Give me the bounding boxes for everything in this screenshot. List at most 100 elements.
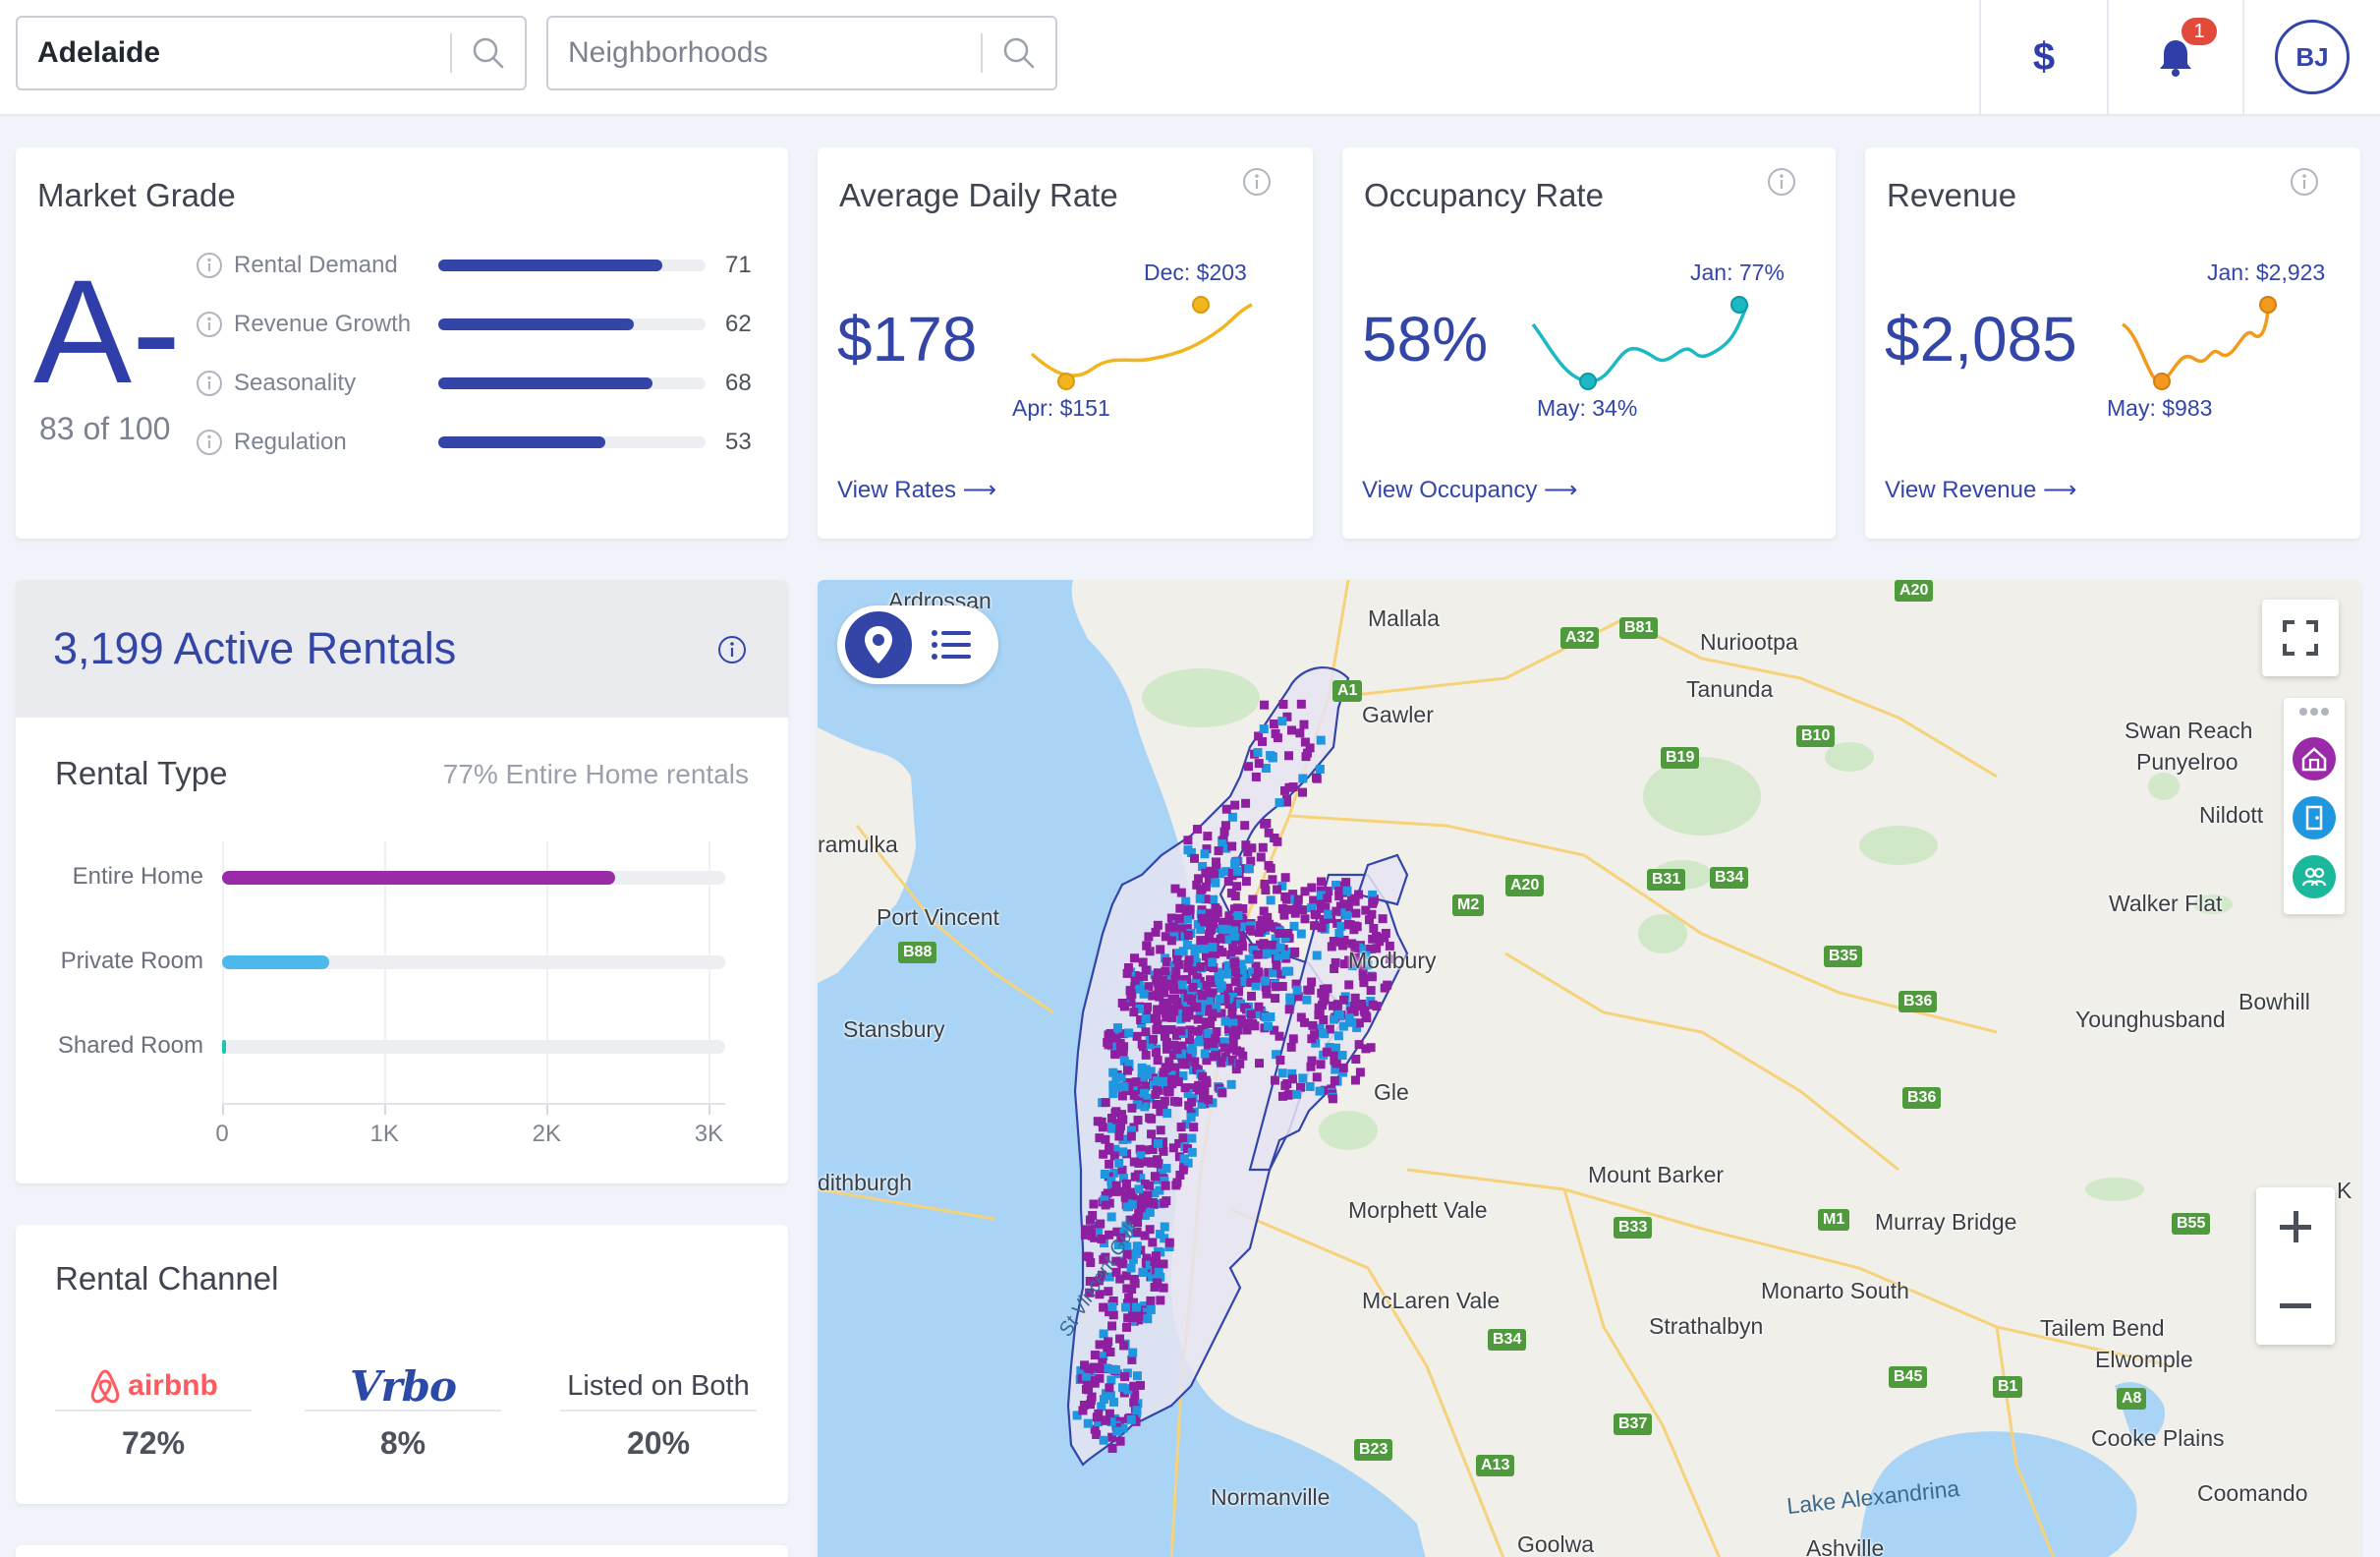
listing-marker[interactable] bbox=[1263, 912, 1273, 922]
listing-marker[interactable] bbox=[1208, 1009, 1218, 1018]
listing-marker[interactable] bbox=[1333, 1031, 1343, 1041]
avatar[interactable]: BJ bbox=[2275, 20, 2350, 94]
listing-marker[interactable] bbox=[1293, 992, 1303, 1002]
listing-marker[interactable] bbox=[1152, 1085, 1162, 1095]
listing-marker[interactable] bbox=[1150, 1256, 1160, 1266]
listing-marker[interactable] bbox=[1187, 996, 1197, 1006]
listing-marker[interactable] bbox=[1346, 1007, 1356, 1016]
listing-marker[interactable] bbox=[1110, 1186, 1120, 1196]
listing-marker[interactable] bbox=[1263, 1021, 1273, 1031]
listing-marker[interactable] bbox=[1152, 1013, 1162, 1023]
listing-marker[interactable] bbox=[1259, 724, 1269, 734]
listing-marker[interactable] bbox=[1286, 725, 1296, 735]
listing-marker[interactable] bbox=[1208, 943, 1218, 952]
listing-marker[interactable] bbox=[1208, 978, 1218, 988]
listing-marker[interactable] bbox=[1241, 840, 1251, 850]
listing-marker[interactable] bbox=[1134, 1158, 1144, 1168]
listing-marker[interactable] bbox=[1145, 1181, 1155, 1190]
listing-marker[interactable] bbox=[1130, 953, 1140, 963]
listing-marker[interactable] bbox=[1143, 1070, 1153, 1080]
listing-marker[interactable] bbox=[1129, 1398, 1139, 1408]
listing-marker[interactable] bbox=[1272, 1050, 1281, 1060]
listing-marker[interactable] bbox=[1132, 1371, 1142, 1381]
listing-marker[interactable] bbox=[1141, 965, 1151, 975]
view-revenue-link[interactable]: View Revenue ⟶ bbox=[1885, 477, 2077, 503]
listing-marker[interactable] bbox=[1155, 992, 1164, 1002]
listing-marker[interactable] bbox=[1141, 1145, 1151, 1155]
listing-marker[interactable] bbox=[1146, 1304, 1156, 1314]
listing-marker[interactable] bbox=[1196, 889, 1206, 898]
listing-marker[interactable] bbox=[1162, 1037, 1171, 1047]
listing-marker[interactable] bbox=[1178, 1070, 1188, 1080]
listing-marker[interactable] bbox=[1283, 928, 1293, 938]
listing-marker[interactable] bbox=[1338, 1021, 1348, 1031]
listing-marker[interactable] bbox=[1126, 997, 1136, 1007]
listing-marker[interactable] bbox=[1316, 891, 1326, 900]
listing-marker[interactable] bbox=[1227, 868, 1237, 878]
listing-marker[interactable] bbox=[1289, 921, 1299, 931]
listing-marker[interactable] bbox=[1159, 1146, 1168, 1156]
listing-marker[interactable] bbox=[1310, 1030, 1320, 1040]
listing-marker[interactable] bbox=[1145, 1225, 1155, 1235]
listing-marker[interactable] bbox=[1233, 1014, 1243, 1024]
view-occupancy-link[interactable]: View Occupancy ⟶ bbox=[1362, 477, 1578, 503]
listing-marker[interactable] bbox=[1254, 1002, 1264, 1011]
listing-marker[interactable] bbox=[1141, 1065, 1151, 1074]
listing-marker[interactable] bbox=[1178, 1133, 1188, 1143]
listing-marker[interactable] bbox=[1188, 1047, 1198, 1057]
listing-marker[interactable] bbox=[1329, 936, 1338, 946]
listing-marker[interactable] bbox=[1162, 957, 1171, 967]
listing-marker[interactable] bbox=[1176, 985, 1186, 995]
listing-marker[interactable] bbox=[1150, 1188, 1160, 1198]
neighborhood-search-placeholder[interactable]: Neighborhoods bbox=[568, 36, 768, 69]
listing-marker[interactable] bbox=[1336, 907, 1346, 917]
listing-marker[interactable] bbox=[1145, 1113, 1155, 1123]
listing-marker[interactable] bbox=[1227, 1055, 1237, 1065]
neighborhood-search-field[interactable]: Neighborhoods bbox=[546, 16, 1057, 90]
listing-marker[interactable] bbox=[1381, 928, 1390, 938]
listing-marker[interactable] bbox=[1224, 1000, 1234, 1009]
listing-marker[interactable] bbox=[1212, 863, 1221, 873]
listing-marker[interactable] bbox=[1081, 1384, 1091, 1394]
listing-marker[interactable] bbox=[1197, 991, 1207, 1001]
listing-marker[interactable] bbox=[1246, 856, 1256, 866]
listing-marker[interactable] bbox=[1129, 1008, 1139, 1017]
listing-marker[interactable] bbox=[1359, 974, 1369, 984]
listing-marker[interactable] bbox=[1146, 1296, 1156, 1305]
listing-marker[interactable] bbox=[1312, 774, 1322, 783]
listing-marker[interactable] bbox=[1215, 869, 1224, 879]
listing-marker[interactable] bbox=[1130, 977, 1140, 987]
listing-marker[interactable] bbox=[1122, 1284, 1132, 1294]
listing-marker[interactable] bbox=[1088, 1210, 1098, 1220]
listing-marker[interactable] bbox=[1116, 1233, 1126, 1242]
listing-marker[interactable] bbox=[1177, 1041, 1187, 1051]
listing-marker[interactable] bbox=[1201, 882, 1211, 892]
listing-marker[interactable] bbox=[1174, 959, 1184, 969]
listing-marker[interactable] bbox=[1148, 1034, 1158, 1044]
listing-marker[interactable] bbox=[1159, 999, 1168, 1009]
listing-marker[interactable] bbox=[1099, 1302, 1108, 1312]
listing-marker[interactable] bbox=[1230, 857, 1240, 867]
listing-marker[interactable] bbox=[1268, 875, 1277, 885]
listing-marker[interactable] bbox=[1173, 1097, 1183, 1107]
listing-marker[interactable] bbox=[1142, 941, 1152, 951]
listing-marker[interactable] bbox=[1375, 937, 1385, 947]
listing-marker[interactable] bbox=[1212, 1003, 1221, 1012]
listing-marker[interactable] bbox=[1156, 1272, 1165, 1282]
listing-marker[interactable] bbox=[1202, 844, 1212, 854]
listing-marker[interactable] bbox=[1092, 1429, 1102, 1439]
listing-marker[interactable] bbox=[1118, 1147, 1128, 1157]
listing-marker[interactable] bbox=[1145, 947, 1155, 956]
listing-marker[interactable] bbox=[1226, 1079, 1236, 1089]
listing-marker[interactable] bbox=[1175, 1170, 1185, 1180]
listing-marker[interactable] bbox=[1108, 1310, 1118, 1320]
listing-marker[interactable] bbox=[1126, 1084, 1136, 1094]
listing-marker[interactable] bbox=[1182, 924, 1192, 934]
listing-marker[interactable] bbox=[1241, 877, 1251, 887]
listing-marker[interactable] bbox=[1153, 920, 1162, 930]
listing-marker[interactable] bbox=[1259, 939, 1269, 949]
listing-marker[interactable] bbox=[1153, 1076, 1162, 1086]
listing-marker[interactable] bbox=[1099, 1352, 1108, 1361]
listing-marker[interactable] bbox=[1240, 921, 1250, 931]
listing-marker[interactable] bbox=[1144, 932, 1154, 942]
